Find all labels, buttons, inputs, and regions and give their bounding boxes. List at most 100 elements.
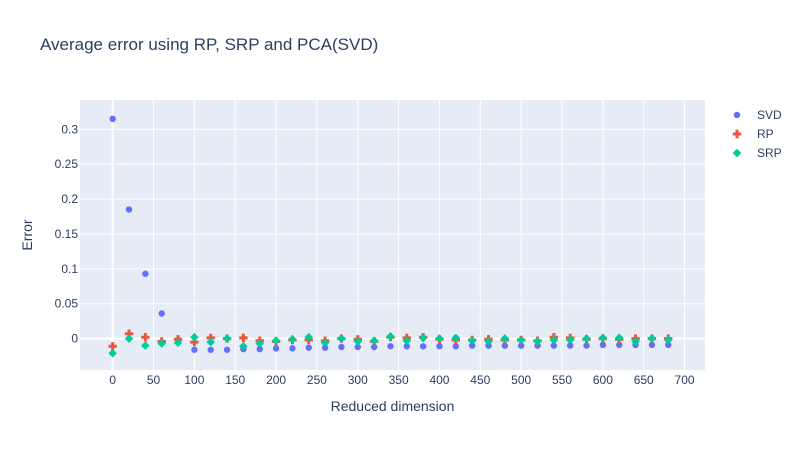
legend-marker-rp[interactable] [732, 129, 742, 139]
svd-point[interactable] [158, 310, 165, 317]
x-tick-label: 350 [389, 373, 409, 387]
srp-point[interactable] [353, 337, 363, 346]
srp-point[interactable] [402, 336, 412, 345]
srp-point[interactable] [598, 333, 608, 343]
srp-point[interactable] [516, 335, 526, 345]
tick-layer: 0 50 100 150 200 250 300 350 400 450 500 550 600 650 7… [55, 122, 695, 387]
svd-point[interactable] [305, 344, 312, 351]
svd-point[interactable] [223, 346, 231, 353]
srp-point[interactable] [320, 338, 330, 348]
svd-point[interactable] [616, 341, 623, 349]
x-axis-title: Reduced dimension [331, 398, 455, 414]
x-tick-label: 100 [184, 373, 204, 387]
srp-point[interactable] [565, 335, 575, 345]
svd-point[interactable] [109, 115, 116, 123]
srp-point[interactable] [647, 334, 657, 343]
srp-point[interactable] [549, 335, 559, 345]
svd-point[interactable] [387, 343, 394, 350]
srp-point[interactable] [173, 338, 183, 348]
srp-point[interactable] [418, 333, 428, 343]
x-tick-label: 300 [348, 373, 368, 387]
svd-point[interactable] [354, 343, 361, 351]
svd-point[interactable] [599, 341, 607, 349]
legend-marker-svd[interactable] [733, 111, 741, 119]
rp-point[interactable] [124, 329, 134, 338]
svd-point[interactable] [583, 342, 590, 349]
svd-point[interactable] [321, 344, 329, 351]
srp-point[interactable] [614, 333, 624, 343]
svd-point[interactable] [370, 343, 378, 351]
srp-point[interactable] [271, 336, 281, 345]
rp-point[interactable] [141, 333, 150, 342]
srp-point[interactable] [190, 332, 199, 342]
legend-item-svd[interactable]: SVD [733, 108, 782, 122]
svd-point[interactable] [501, 342, 509, 349]
svd-point[interactable] [403, 343, 410, 350]
legend-item-srp[interactable]: SRP [732, 146, 782, 160]
x-tick-label: 200 [266, 373, 286, 387]
srp-point[interactable] [337, 334, 346, 343]
x-tick-label: 250 [307, 373, 327, 387]
srp-point[interactable] [108, 348, 117, 358]
rp-point[interactable] [239, 333, 248, 343]
svd-point[interactable] [256, 345, 263, 353]
srp-point[interactable] [484, 337, 493, 346]
srp-point[interactable] [369, 336, 379, 345]
srp-point[interactable] [304, 332, 314, 342]
legend-marker-srp[interactable] [732, 148, 742, 158]
y-tick-label: 0.25 [55, 157, 79, 171]
srp-point[interactable] [124, 334, 134, 343]
srp-point[interactable] [533, 337, 542, 346]
srp-point[interactable] [451, 333, 461, 343]
svd-point[interactable] [207, 346, 214, 353]
srp-point[interactable] [500, 334, 510, 343]
svd-point[interactable] [452, 343, 460, 350]
legend-label-svd: SVD [757, 108, 782, 122]
svd-point[interactable] [517, 342, 525, 349]
srp-point[interactable] [631, 337, 640, 346]
srp-point[interactable] [157, 339, 166, 348]
srp-point[interactable] [239, 341, 248, 351]
srp-point[interactable] [255, 339, 265, 348]
x-tick-label: 150 [225, 373, 245, 387]
srp-point[interactable] [582, 334, 591, 343]
srp-point[interactable] [288, 335, 297, 344]
legend-label-rp: RP [757, 127, 774, 141]
svd-point[interactable] [125, 206, 133, 213]
svd-point[interactable] [550, 342, 558, 349]
srp-point[interactable] [663, 335, 673, 345]
svd-point[interactable] [419, 343, 427, 350]
svd-point[interactable] [436, 343, 443, 350]
srp-point[interactable] [141, 341, 150, 350]
srp-point[interactable] [222, 334, 232, 343]
svd-point[interactable] [338, 343, 345, 351]
x-tick-label: 700 [675, 373, 695, 387]
legend-label-srp: SRP [757, 146, 782, 160]
svd-point[interactable] [566, 342, 574, 349]
svd-point[interactable] [468, 342, 476, 349]
svd-point[interactable] [272, 345, 280, 352]
x-tick-label: 0 [109, 373, 116, 387]
y-axis-title: Error [19, 219, 35, 250]
srp-point[interactable] [435, 334, 444, 343]
svd-point[interactable] [142, 270, 149, 277]
rp-point[interactable] [108, 342, 117, 351]
y-tick-label: 0.2 [61, 192, 78, 206]
y-tick-label: 0.1 [61, 262, 78, 276]
srp-point[interactable] [386, 332, 395, 341]
legend[interactable]: SVD RP SRP [732, 108, 782, 160]
y-tick-label: 0.05 [55, 297, 79, 311]
legend-item-rp[interactable]: RP [732, 127, 774, 141]
svd-point[interactable] [289, 345, 296, 352]
srp-point[interactable] [467, 336, 477, 345]
y-tick-label: 0 [71, 332, 78, 346]
svd-point[interactable] [665, 341, 672, 349]
marker-layer[interactable] [108, 115, 673, 358]
x-tick-label: 450 [470, 373, 490, 387]
x-tick-label: 550 [552, 373, 572, 387]
svd-point[interactable] [648, 341, 656, 349]
srp-point[interactable] [206, 337, 216, 347]
svd-point[interactable] [191, 346, 198, 353]
rp-point[interactable] [190, 337, 199, 347]
